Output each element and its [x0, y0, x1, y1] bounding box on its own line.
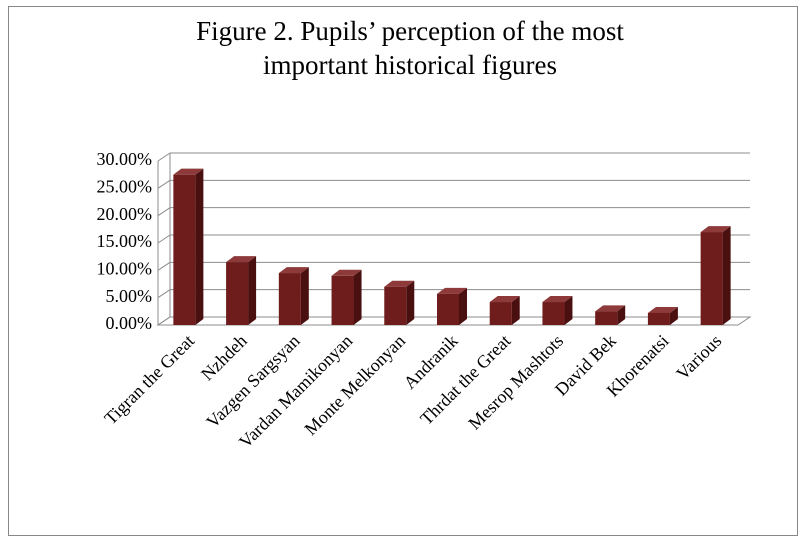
bar-top	[173, 168, 204, 175]
bar-top	[489, 296, 520, 303]
grid-diagonal	[157, 234, 171, 244]
x-tick-label: Vazgen Sargsyan	[202, 331, 303, 432]
bar-top	[384, 280, 415, 287]
grid-diagonal	[157, 152, 171, 162]
y-tick-label: 15.00%	[97, 231, 153, 251]
x-tick-label: Mesrop Mashtots	[464, 331, 567, 434]
y-tick-label: 30.00%	[97, 149, 153, 169]
bar-side	[617, 305, 626, 325]
bar	[595, 311, 618, 325]
bar	[700, 232, 723, 325]
bar-side	[511, 296, 520, 325]
bar-top	[226, 256, 257, 263]
bar-side	[459, 287, 467, 325]
bar	[647, 312, 670, 325]
bar-top	[542, 296, 573, 303]
bar	[278, 273, 301, 325]
bar-side	[722, 226, 731, 325]
chart-frame	[8, 6, 798, 536]
chart-title: Figure 2. Pupils’ perception of the most…	[196, 16, 624, 80]
bar	[226, 262, 249, 325]
grid-diagonal	[157, 289, 171, 299]
bar-side	[669, 306, 678, 325]
x-tick-label: Various	[672, 331, 725, 384]
x-tick-label: Tigran the Great	[100, 331, 198, 429]
grid-diagonal	[157, 261, 171, 271]
bar	[173, 174, 196, 325]
x-tick-label: Monte Melkonyan	[300, 331, 409, 440]
grid-diagonal	[157, 207, 171, 217]
bar-top	[437, 287, 467, 294]
bar-side	[406, 280, 415, 325]
bar	[331, 275, 354, 325]
y-tick-label: 25.00%	[97, 176, 153, 196]
bar	[384, 286, 407, 325]
y-tick-label: 0.00%	[106, 313, 153, 333]
bar-side	[564, 296, 573, 325]
bar-top	[278, 267, 309, 274]
bar	[542, 302, 565, 325]
bar-top	[331, 269, 362, 276]
grid-diagonal	[157, 179, 171, 189]
bar-side	[300, 267, 309, 325]
bar-side	[195, 168, 204, 325]
bar-top	[595, 305, 626, 312]
bar-side	[353, 269, 362, 325]
y-tick-label: 20.00%	[97, 204, 153, 224]
bar-top	[700, 226, 731, 233]
bar-side	[248, 256, 257, 325]
y-tick-label: 10.00%	[97, 258, 153, 278]
bar	[489, 302, 512, 325]
x-tick-label: Thrdat the Great	[416, 331, 514, 429]
bar	[437, 293, 459, 325]
y-tick-label: 5.00%	[106, 286, 153, 306]
grid-diagonal	[157, 316, 171, 326]
bar-top	[647, 306, 678, 313]
